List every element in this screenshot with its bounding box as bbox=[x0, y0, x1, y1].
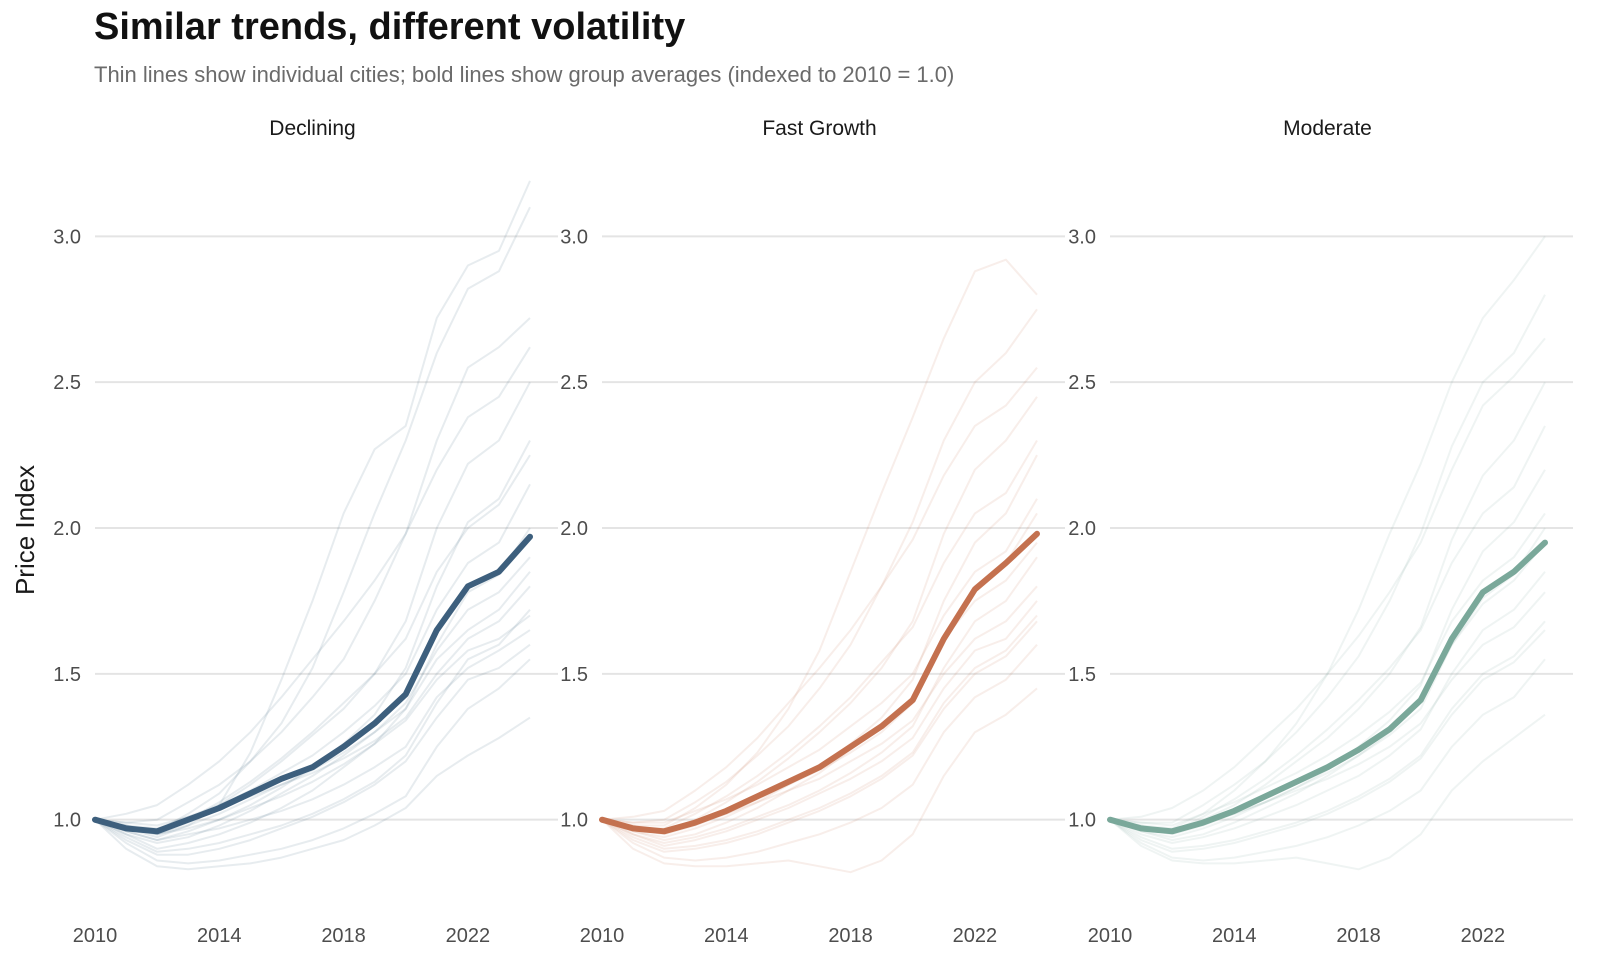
y-tick-label: 1.5 bbox=[1068, 664, 1096, 686]
city-line bbox=[94, 629, 531, 842]
group-average-line bbox=[599, 530, 1040, 835]
x-tick-label: 2014 bbox=[197, 925, 242, 947]
x-tick-label: 2010 bbox=[73, 925, 118, 947]
city-line bbox=[94, 206, 531, 833]
city-line bbox=[601, 308, 1038, 824]
x-tick-label: 2018 bbox=[828, 925, 873, 947]
city-line bbox=[601, 366, 1038, 821]
y-tick-label: 1.5 bbox=[53, 664, 81, 686]
x-tick-label: 2010 bbox=[580, 925, 625, 947]
y-tick-label: 1.0 bbox=[53, 810, 81, 832]
city-line bbox=[601, 585, 1038, 833]
facet-label: Moderate bbox=[1283, 117, 1372, 140]
y-tick-label: 2.5 bbox=[1068, 372, 1096, 394]
y-tick-label: 2.5 bbox=[560, 372, 588, 394]
facet-panel-1: Fast Growth 1.0 1.5 2.0 2.5 3.0 2010 2014 2018 20… bbox=[560, 117, 1065, 947]
city-line bbox=[1109, 658, 1546, 862]
city-line bbox=[601, 614, 1038, 850]
city-line bbox=[601, 541, 1038, 842]
x-tick-label: 2010 bbox=[1088, 925, 1133, 947]
group-average-line bbox=[92, 533, 533, 835]
city-line bbox=[1109, 294, 1546, 824]
city-line bbox=[601, 556, 1038, 844]
city-line bbox=[1109, 620, 1546, 850]
x-tick-label: 2022 bbox=[446, 925, 491, 947]
city-line bbox=[94, 317, 531, 824]
city-line bbox=[1109, 512, 1546, 827]
y-tick-label: 3.0 bbox=[560, 226, 588, 248]
city-line bbox=[1109, 541, 1546, 842]
city-line bbox=[94, 585, 531, 827]
chart-title: Similar trends, different volatility bbox=[94, 6, 686, 48]
city-line bbox=[601, 258, 1038, 827]
facet-panel-2: Moderate 1.0 1.5 2.0 2.5 3.0 2010 2014 2018 2022 bbox=[1068, 117, 1573, 947]
city-line bbox=[1109, 571, 1546, 844]
city-line bbox=[601, 498, 1038, 824]
group-average-line bbox=[1107, 539, 1548, 835]
y-tick-label: 2.0 bbox=[53, 518, 81, 540]
city-line bbox=[94, 609, 531, 853]
x-tick-label: 2018 bbox=[1336, 925, 1381, 947]
y-tick-label: 2.5 bbox=[53, 372, 81, 394]
facet-panels: Declining 1.0 1.5 2.0 2.5 3.0 2010 2014 2018 2022… bbox=[53, 117, 1573, 947]
facet-label: Declining bbox=[269, 117, 355, 140]
city-line bbox=[1109, 527, 1546, 836]
facet-panel-0: Declining 1.0 1.5 2.0 2.5 3.0 2010 2014 2018 2022 bbox=[53, 117, 558, 947]
city-line bbox=[601, 600, 1038, 847]
y-tick-label: 1.5 bbox=[560, 664, 588, 686]
y-tick-label: 2.0 bbox=[560, 518, 588, 540]
y-tick-label: 1.0 bbox=[1068, 810, 1096, 832]
city-line bbox=[94, 440, 531, 842]
city-line bbox=[94, 643, 531, 856]
city-line bbox=[94, 527, 531, 850]
city-line bbox=[1109, 337, 1546, 821]
city-line bbox=[1109, 713, 1546, 871]
city-line bbox=[1109, 469, 1546, 839]
city-line bbox=[94, 658, 531, 865]
city-line bbox=[601, 644, 1038, 862]
x-tick-label: 2014 bbox=[704, 925, 749, 947]
city-line bbox=[94, 614, 531, 836]
city-line bbox=[94, 180, 531, 839]
city-line bbox=[94, 571, 531, 844]
city-line bbox=[601, 454, 1038, 839]
city-line bbox=[601, 687, 1038, 874]
city-line bbox=[601, 620, 1038, 853]
y-tick-label: 3.0 bbox=[1068, 226, 1096, 248]
y-axis-title: Price Index bbox=[10, 465, 40, 595]
city-line bbox=[1109, 629, 1546, 853]
x-tick-label: 2018 bbox=[321, 925, 366, 947]
city-line bbox=[94, 716, 531, 871]
facet-label: Fast Growth bbox=[762, 117, 876, 140]
city-line bbox=[1109, 235, 1546, 830]
y-tick-label: 3.0 bbox=[53, 226, 81, 248]
x-tick-label: 2022 bbox=[1461, 925, 1506, 947]
y-tick-label: 1.0 bbox=[560, 810, 588, 832]
y-tick-label: 2.0 bbox=[1068, 518, 1096, 540]
chart-subtitle: Thin lines show individual cities; bold … bbox=[94, 62, 955, 87]
city-line bbox=[601, 439, 1038, 830]
city-line bbox=[1109, 591, 1546, 833]
city-line bbox=[94, 346, 531, 821]
x-tick-label: 2022 bbox=[953, 925, 998, 947]
x-tick-label: 2014 bbox=[1212, 925, 1257, 947]
